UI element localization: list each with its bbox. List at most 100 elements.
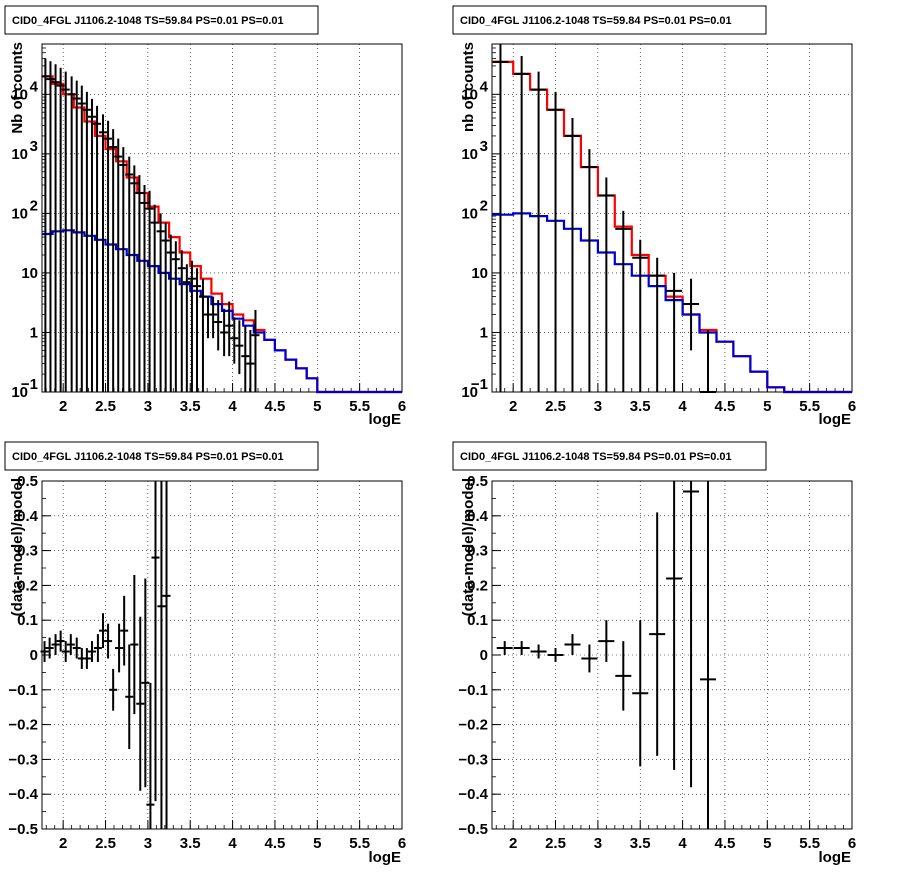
x-tick-label: 5 [313, 398, 321, 415]
x-tick-label: 5.5 [799, 835, 820, 852]
x-tick-label: 4.5 [715, 835, 736, 852]
x-tick-label: 5.5 [349, 835, 370, 852]
x-tick-label: 5.5 [349, 398, 370, 415]
x-tick-label: 4.5 [265, 835, 286, 852]
model-step-line [492, 212, 852, 394]
y-tick-label: 0 [30, 647, 38, 664]
x-tick-label: 3.5 [180, 398, 201, 415]
y-tick-label: 10 [11, 146, 28, 163]
plot-frame [41, 43, 403, 393]
y-tick-label: 10 [461, 86, 478, 103]
y-tick-label: 10 [461, 205, 478, 222]
y-tick-exponent: 2 [480, 197, 488, 214]
x-tick-label: 2 [59, 835, 67, 852]
chart-title: CID0_4FGL J1106.2-1048 TS=59.84 PS=0.01 … [12, 451, 284, 463]
y-tick-exponent: 2 [30, 197, 38, 214]
chart-title: CID0_4FGL J1106.2-1048 TS=59.84 PS=0.01 … [460, 451, 732, 463]
panel-residuals-left: CID0_4FGL J1106.2-1048 TS=59.84 PS=0.01 … [4, 441, 406, 866]
x-tick-label: 2.5 [545, 835, 566, 852]
y-tick-label: −0.2 [8, 717, 38, 734]
x-tick-label: 4 [678, 835, 687, 852]
x-axis-label: logE [369, 849, 402, 866]
y-tick-label: −0.5 [8, 821, 38, 838]
x-axis-label: logE [369, 411, 402, 428]
y-tick-exponent: 3 [480, 138, 488, 155]
x-tick-label: 6 [398, 398, 406, 415]
x-tick-label: 3 [144, 835, 152, 852]
title-box [452, 5, 767, 35]
x-tick-label: 3 [144, 398, 152, 415]
y-tick-label: 0.5 [467, 473, 488, 490]
y-tick-label: 0.3 [17, 543, 38, 560]
y-tick-label: 0.2 [17, 577, 38, 594]
x-tick-label: 3.5 [180, 835, 201, 852]
title-box [4, 5, 319, 35]
y-tick-label: −0.4 [458, 786, 488, 803]
y-tick-label: −0.1 [458, 682, 488, 699]
y-tick-label: −0.5 [458, 821, 488, 838]
x-tick-label: 2 [59, 398, 67, 415]
chart-title: CID0_4FGL J1106.2-1048 TS=59.84 PS=0.01 … [12, 15, 284, 27]
x-tick-label: 5 [763, 398, 771, 415]
x-tick-label: 5 [313, 835, 321, 852]
y-tick-label: 0.1 [467, 612, 488, 629]
x-tick-label: 4 [678, 398, 687, 415]
y-tick-label: 0.5 [17, 473, 38, 490]
panel-counts-right: CID0_4FGL J1106.2-1048 TS=59.84 PS=0.01 … [452, 5, 856, 428]
y-axis-label: Nb of counts [9, 42, 26, 134]
x-tick-label: 3 [594, 835, 602, 852]
plot-frame [491, 43, 853, 393]
y-tick-label: −0.3 [458, 751, 488, 768]
x-axis-label: logE [819, 849, 852, 866]
y-tick-label: 10 [11, 86, 28, 103]
y-tick-label: 1 [30, 324, 38, 341]
y-tick-exponent: 4 [30, 78, 39, 95]
x-tick-label: 3.5 [630, 398, 651, 415]
y-axis-label: (data-model)/model [9, 478, 26, 616]
y-tick-label: −0.1 [8, 682, 38, 699]
y-axis-label: (data-model)/model [460, 478, 477, 616]
x-tick-label: 2 [509, 398, 517, 415]
panel-residuals-right: CID0_4FGL J1106.2-1048 TS=59.84 PS=0.01 … [452, 441, 856, 866]
panel-counts-left: CID0_4FGL J1106.2-1048 TS=59.84 PS=0.01 … [4, 5, 406, 428]
x-axis-label: logE [819, 411, 852, 428]
x-tick-label: 3 [594, 398, 602, 415]
y-tick-label: 10 [11, 384, 28, 401]
x-tick-label: 2.5 [95, 398, 116, 415]
y-axis-label: nb of counts [460, 42, 477, 132]
x-tick-label: 6 [848, 398, 856, 415]
y-tick-exponent: −1 [21, 376, 38, 393]
x-tick-label: 2.5 [545, 398, 566, 415]
y-tick-label: 10 [11, 205, 28, 222]
plot-area: 2 2.5 3 3.5 4 4.5 5 5.5 6 −0.5 −0.4 −0.3 −0.2 −0.1 0 0.… [458, 473, 856, 852]
y-tick-exponent: 4 [480, 78, 489, 95]
chart-title: CID0_4FGL J1106.2-1048 TS=59.84 PS=0.01 … [460, 15, 732, 27]
x-tick-label: 6 [398, 835, 406, 852]
y-tick-label: 10 [461, 384, 478, 401]
x-tick-label: 3.5 [630, 835, 651, 852]
y-tick-exponent: 3 [30, 138, 38, 155]
y-tick-label: 10 [461, 146, 478, 163]
title-box [4, 441, 319, 471]
x-tick-label: 6 [848, 835, 856, 852]
y-tick-label: 1 [480, 324, 488, 341]
x-tick-label: 4 [228, 398, 237, 415]
x-tick-label: 4.5 [715, 398, 736, 415]
y-tick-label: 0.4 [17, 508, 39, 525]
x-tick-label: 4 [228, 835, 237, 852]
plot-area: 2 2.5 3 3.5 4 4.5 5 5.5 6 −0.5 −0.4 −0.3 −0.2 −0.1 0 0.… [8, 473, 406, 852]
title-box [452, 441, 767, 471]
y-tick-label: 10 [21, 265, 38, 282]
y-tick-exponent: −1 [471, 376, 488, 393]
y-tick-label: 10 [471, 265, 488, 282]
x-tick-label: 5.5 [799, 398, 820, 415]
y-tick-label: −0.4 [8, 786, 38, 803]
y-tick-label: −0.2 [458, 717, 488, 734]
y-tick-label: 0.2 [467, 577, 488, 594]
x-tick-label: 2 [509, 835, 517, 852]
x-tick-label: 2.5 [95, 835, 116, 852]
y-tick-label: 0 [480, 647, 488, 664]
y-tick-label: 0.3 [467, 543, 488, 560]
y-tick-label: 0.1 [17, 612, 38, 629]
